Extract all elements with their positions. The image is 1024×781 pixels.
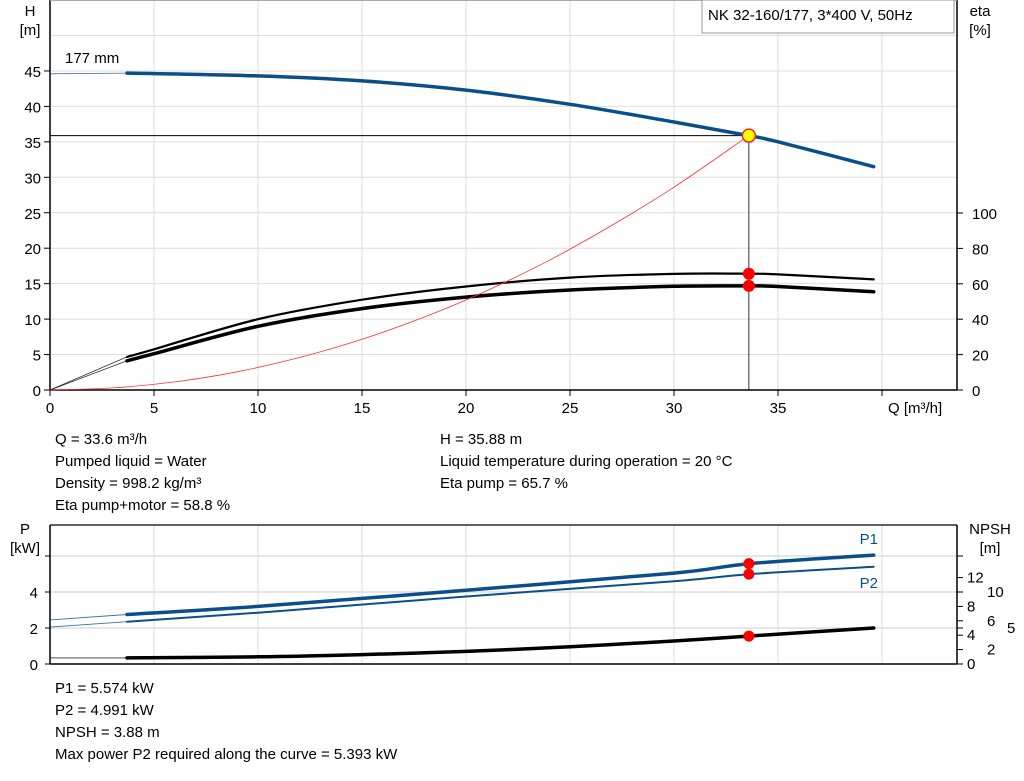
y2-tick-label: 0 <box>972 383 980 400</box>
x-tick-label: 15 <box>354 400 371 417</box>
y2-tick-label: 80 <box>972 241 989 258</box>
curve-P2-extension <box>49 621 128 628</box>
p-axis-label: P <box>20 521 30 538</box>
x-axis-label: Q [m³/h] <box>888 400 942 417</box>
readout-temperature: Liquid temperature during operation = 20… <box>440 453 733 470</box>
p-tick-label: 0 <box>30 657 38 674</box>
y-axis-label-unit: [m] <box>20 22 41 39</box>
y-tick-label: 30 <box>24 170 41 187</box>
curve-eta_pump-extension <box>49 356 128 391</box>
curve-NPSH <box>125 626 876 660</box>
y-tick-label: 5 <box>33 348 41 365</box>
x-tick-label: 30 <box>666 400 683 417</box>
readout-q: Q = 33.6 m³/h <box>55 431 148 448</box>
x-tick-label: 25 <box>562 400 579 417</box>
npsh-tick-label: 2 <box>987 642 995 659</box>
y-axis-label-h: H <box>25 3 36 20</box>
readout-liquid: Pumped liquid = Water <box>55 453 207 470</box>
curve-eta_pump_motor-extension <box>49 360 128 391</box>
npsh-axis-label: NPSH <box>969 521 1011 538</box>
curve-eta_pump_motor <box>125 284 876 363</box>
readout-npsh: NPSH = 3.88 m <box>55 724 160 741</box>
marker-p1 <box>743 558 755 570</box>
y2-axis-label-eta: eta <box>970 3 992 20</box>
series-label-P2: P2 <box>860 575 878 592</box>
readout-max-p2: Max power P2 required along the curve = … <box>55 746 398 763</box>
x-tick-label: 10 <box>250 400 267 417</box>
x-tick-label: 20 <box>458 400 475 417</box>
top-readouts-left: Q = 33.6 m³/h Pumped liquid = Water Dens… <box>55 429 230 517</box>
y-tick-label: 45 <box>24 64 41 81</box>
duty-point-marker <box>741 128 757 143</box>
marker-p2 <box>743 568 755 580</box>
title-box <box>701 0 955 34</box>
marker-eta-pump <box>742 267 755 280</box>
readout-eta-pump: Eta pump = 65.7 % <box>440 475 568 492</box>
impeller-diameter-label: 177 mm <box>65 50 119 67</box>
y2-tick-label: 100 <box>972 206 997 223</box>
readout-p1: P1 = 5.574 kW <box>55 680 154 697</box>
y2-axis-label-unit: [%] <box>969 22 991 39</box>
npsh-tick-label: 10 <box>987 584 1004 601</box>
npsh-tick-label: 12 <box>967 570 984 587</box>
y-tick-label: 20 <box>24 241 41 258</box>
curve-P1 <box>125 553 876 617</box>
y2-tick-label: 40 <box>972 312 989 329</box>
y-tick-label: 10 <box>24 312 41 329</box>
curve-P1-extension <box>49 614 128 621</box>
x-tick-label: 0 <box>46 400 54 417</box>
npsh-tick-label: 0 <box>967 656 975 673</box>
x-tick-label: 35 <box>770 400 787 417</box>
series-label-P1: P1 <box>860 531 878 548</box>
npsh-axis-unit: [m] <box>980 540 1001 557</box>
y2-tick-label: 20 <box>972 348 989 365</box>
y-tick-label: 25 <box>24 206 41 223</box>
p-tick-label: 2 <box>30 621 38 638</box>
y-tick-label: 40 <box>24 99 41 116</box>
readout-eta-pump-motor: Eta pump+motor = 58.8 % <box>55 497 231 514</box>
bottom-readouts: P1 = 5.574 kW P2 = 4.991 kW NPSH = 3.88 … <box>55 678 397 766</box>
p-tick-label: 4 <box>30 585 38 602</box>
npsh-tick-label: 8 <box>967 598 975 615</box>
readout-p2: P2 = 4.991 kW <box>55 702 154 719</box>
curve-P2 <box>126 565 875 623</box>
y-tick-label: 15 <box>24 277 41 294</box>
marker-npsh <box>743 630 755 642</box>
y2-tick-label: 60 <box>972 277 989 294</box>
curve-H-extension <box>49 72 128 75</box>
npsh-tick-label: 6 <box>987 613 995 630</box>
curve-H <box>125 71 876 169</box>
readout-h: H = 35.88 m <box>440 431 523 448</box>
npsh-tick-label: 4 <box>967 627 975 644</box>
marker-eta-pump-motor <box>742 279 755 292</box>
npsh-tick-label: 5 <box>1007 620 1015 637</box>
readout-density: Density = 998.2 kg/m³ <box>55 475 202 492</box>
y-tick-label: 35 <box>24 135 41 152</box>
curve-system_curve <box>49 135 750 391</box>
x-tick-label: 5 <box>150 400 158 417</box>
chart-title: NK 32-160/177, 3*400 V, 50Hz <box>708 7 913 24</box>
top-readouts-right: H = 35.88 m Liquid temperature during op… <box>440 429 732 495</box>
p-axis-unit: [kW] <box>10 540 40 557</box>
y-tick-label: 0 <box>33 383 41 400</box>
